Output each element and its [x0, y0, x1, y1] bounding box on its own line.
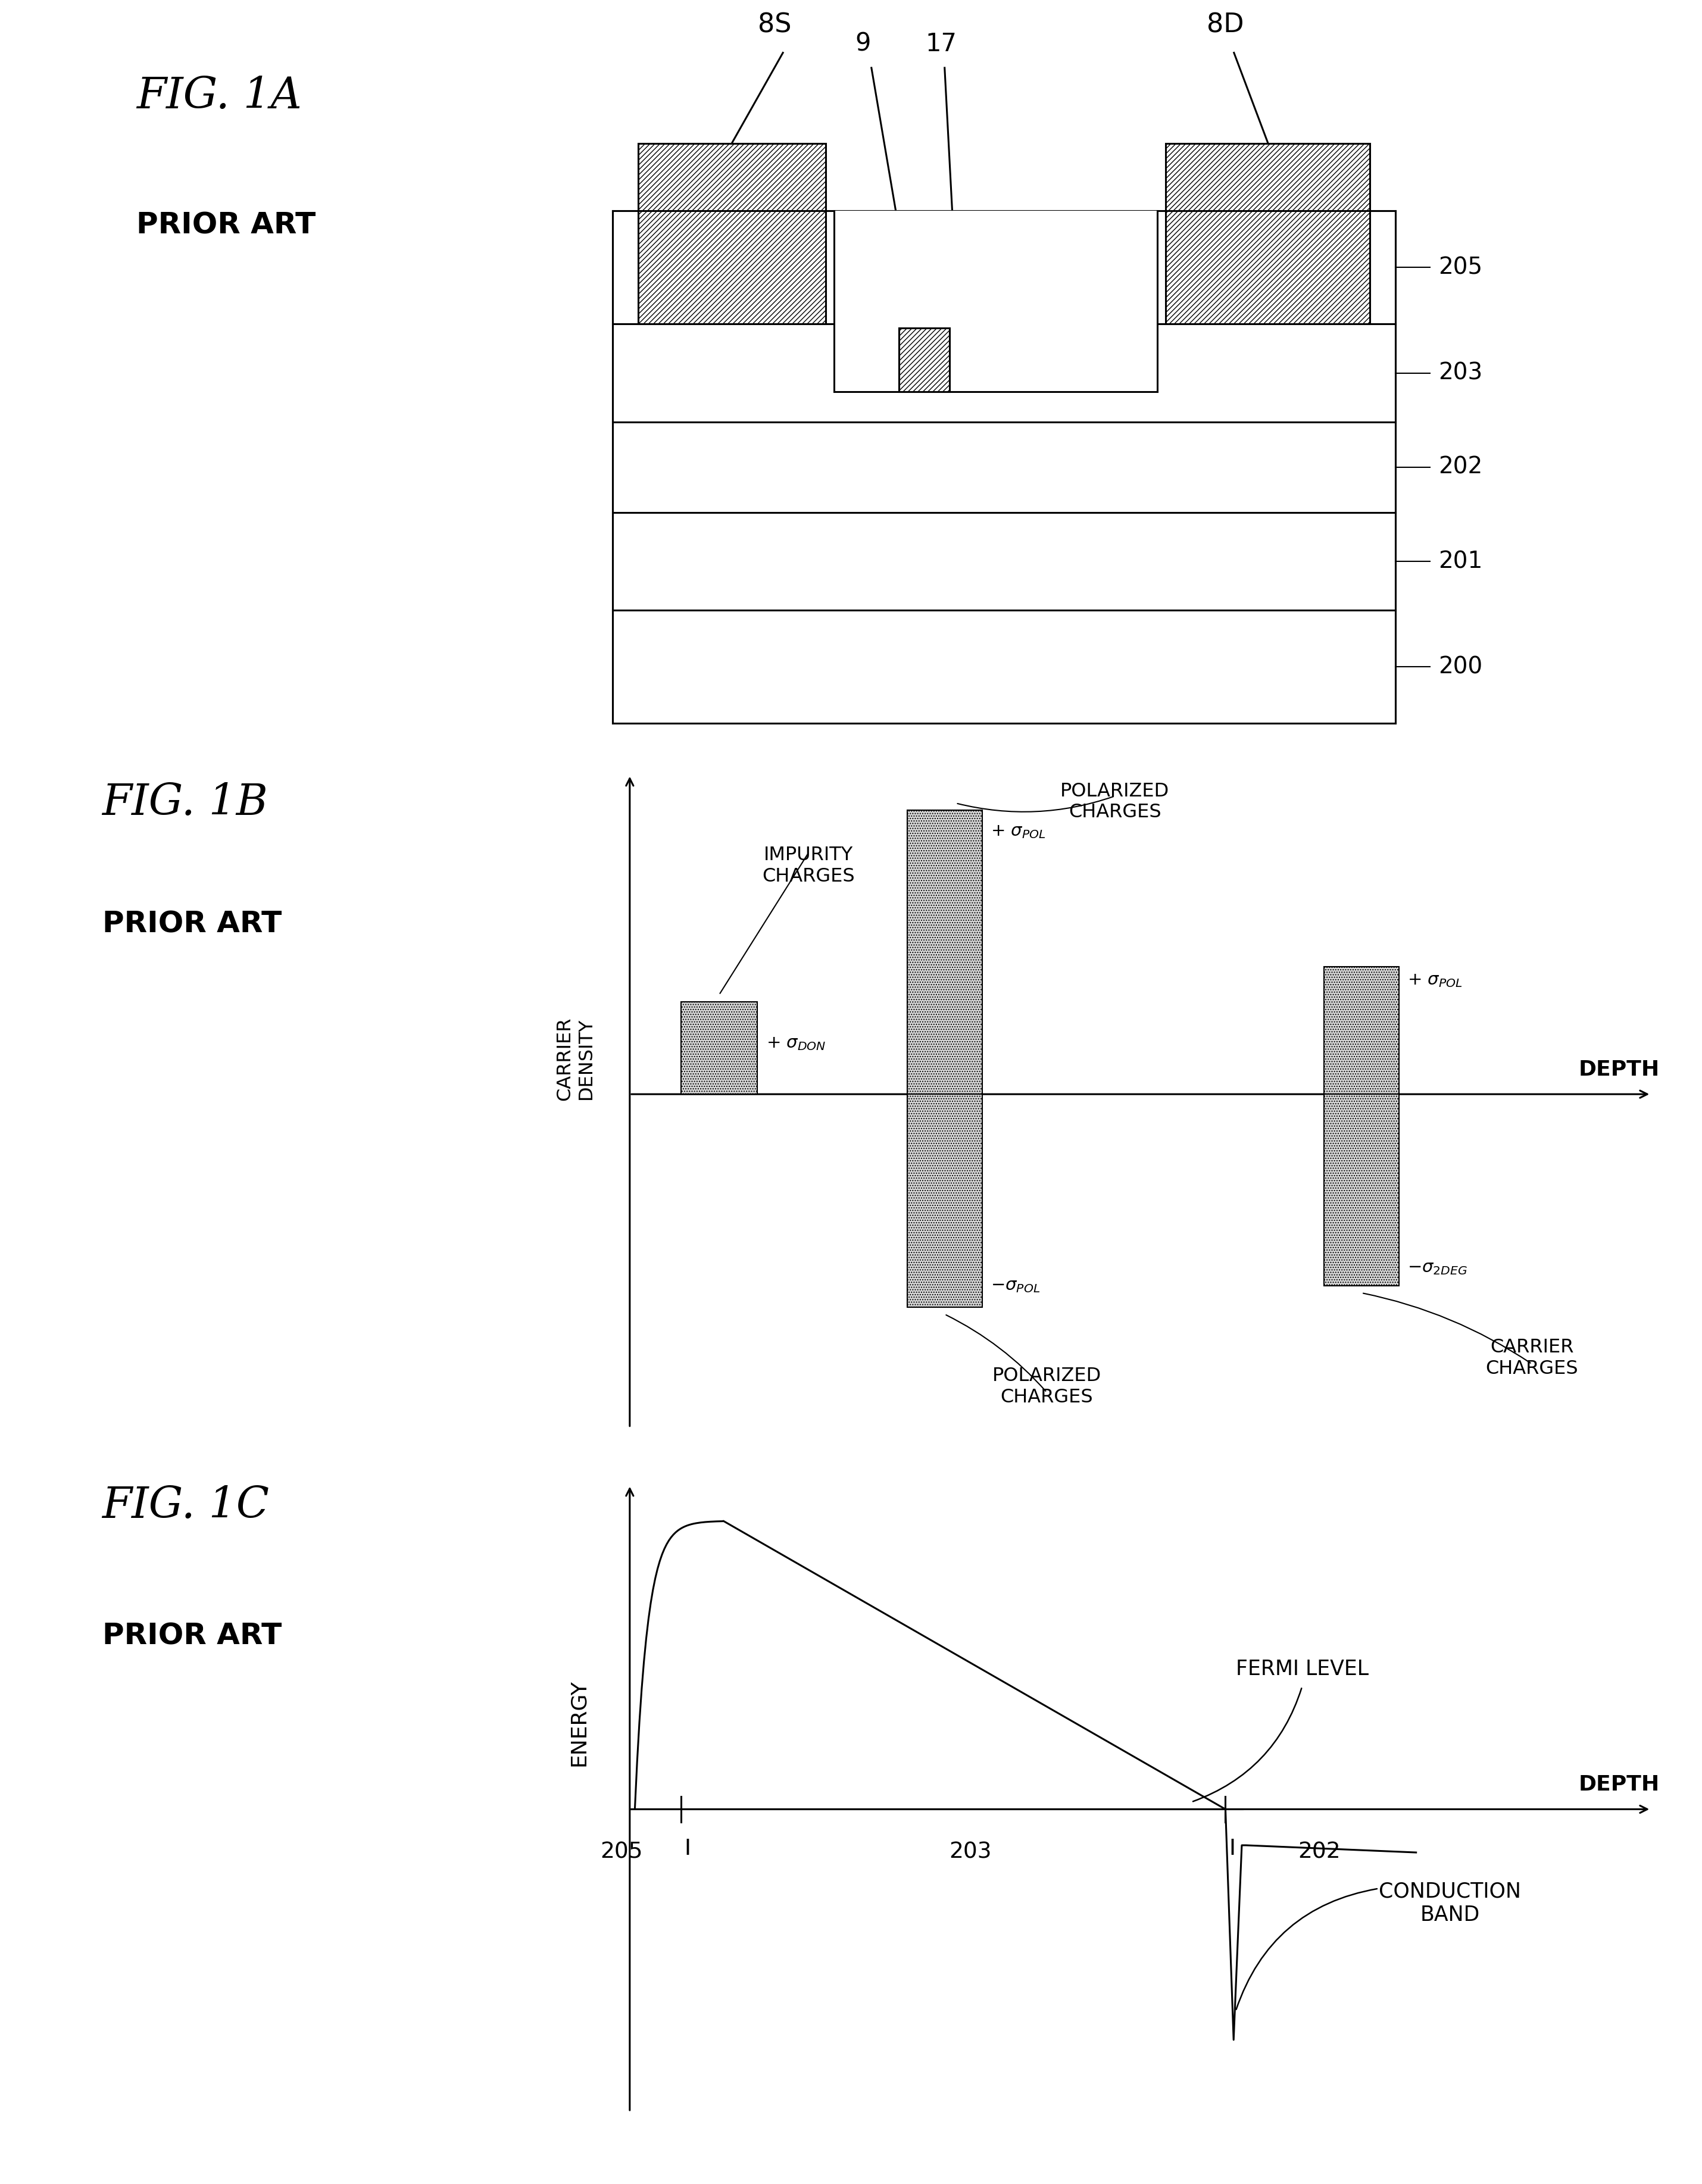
Bar — [1324, 965, 1399, 1094]
Text: 202: 202 — [1297, 1841, 1341, 1863]
Text: DEPTH: DEPTH — [1578, 1059, 1659, 1079]
Text: 9: 9 — [854, 31, 871, 57]
Text: FIG. 1B: FIG. 1B — [102, 782, 269, 823]
Bar — [1166, 144, 1370, 323]
Text: 201: 201 — [1438, 550, 1482, 572]
Text: CARRIER
CHARGES: CARRIER CHARGES — [1486, 1339, 1578, 1378]
Bar — [638, 144, 825, 323]
Text: 205: 205 — [1438, 256, 1482, 280]
Bar — [907, 1094, 982, 1306]
Bar — [613, 422, 1396, 513]
Bar — [613, 323, 1396, 422]
Text: I: I — [684, 1839, 691, 1859]
Text: ENERGY: ENERGY — [568, 1679, 589, 1767]
Text: 203: 203 — [1438, 363, 1482, 384]
Text: 200: 200 — [1438, 655, 1482, 679]
Text: 203: 203 — [948, 1841, 992, 1863]
Text: PRIOR ART: PRIOR ART — [102, 909, 281, 939]
Bar — [834, 212, 1157, 391]
Text: 8S: 8S — [757, 13, 791, 37]
Text: POLARIZED
CHARGES: POLARIZED CHARGES — [1060, 782, 1169, 821]
Text: CARRIER
DENSITY: CARRIER DENSITY — [555, 1018, 596, 1101]
Text: DEPTH: DEPTH — [1578, 1776, 1659, 1795]
Text: + $\mathit{\sigma}_{POL}$: + $\mathit{\sigma}_{POL}$ — [991, 823, 1045, 841]
Bar — [907, 810, 982, 1094]
Text: PRIOR ART: PRIOR ART — [136, 212, 315, 240]
Text: 17: 17 — [926, 31, 957, 57]
Text: CONDUCTION
BAND: CONDUCTION BAND — [1379, 1880, 1522, 1924]
Text: POLARIZED
CHARGES: POLARIZED CHARGES — [992, 1367, 1101, 1406]
Text: PRIOR ART: PRIOR ART — [102, 1623, 281, 1651]
Text: I: I — [1229, 1839, 1236, 1859]
Text: + $\mathit{\sigma}_{POL}$: + $\mathit{\sigma}_{POL}$ — [1408, 972, 1462, 989]
Text: FERMI LEVEL: FERMI LEVEL — [1236, 1660, 1368, 1679]
Text: FIG. 1C: FIG. 1C — [102, 1485, 269, 1527]
Bar — [681, 1002, 757, 1094]
Text: $-\mathit{\sigma}_{2DEG}$: $-\mathit{\sigma}_{2DEG}$ — [1408, 1260, 1467, 1275]
Text: $-\mathit{\sigma}_{POL}$: $-\mathit{\sigma}_{POL}$ — [991, 1278, 1040, 1295]
Text: 202: 202 — [1438, 456, 1482, 478]
Text: FIG. 1A: FIG. 1A — [136, 74, 301, 118]
Text: + $\mathit{\sigma}_{DON}$: + $\mathit{\sigma}_{DON}$ — [766, 1035, 825, 1053]
Text: 205: 205 — [599, 1841, 643, 1863]
Bar — [899, 328, 950, 391]
Bar — [1324, 1094, 1399, 1286]
Text: 8D: 8D — [1207, 13, 1244, 37]
Text: IMPURITY
CHARGES: IMPURITY CHARGES — [762, 845, 854, 885]
Bar — [613, 212, 1396, 323]
Bar — [613, 609, 1396, 723]
Bar — [613, 513, 1396, 609]
